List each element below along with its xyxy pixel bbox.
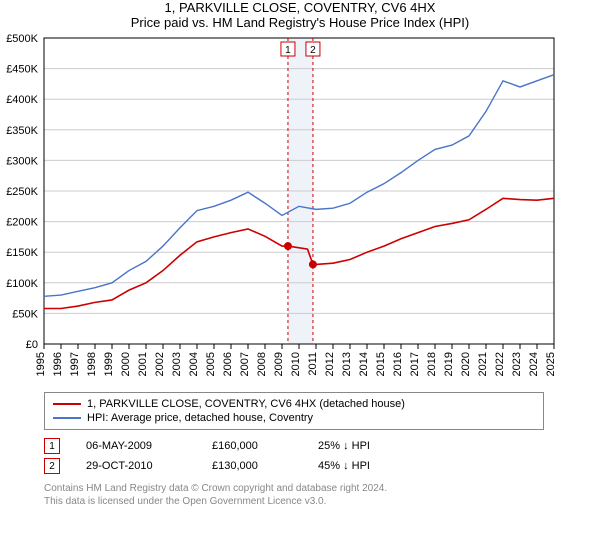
svg-text:2004: 2004 (188, 352, 200, 376)
svg-text:2: 2 (310, 45, 316, 56)
chart-area: £0£50K£100K£150K£200K£250K£300K£350K£400… (44, 34, 600, 384)
svg-text:£150K: £150K (6, 247, 38, 259)
disclaimer-line: This data is licensed under the Open Gov… (44, 495, 544, 508)
event-delta: 45% ↓ HPI (318, 460, 418, 472)
svg-text:2016: 2016 (392, 352, 404, 376)
price-chart: £0£50K£100K£150K£200K£250K£300K£350K£400… (44, 34, 564, 384)
svg-text:2006: 2006 (222, 352, 234, 376)
svg-text:2014: 2014 (358, 352, 370, 376)
legend-swatch-hpi (53, 417, 81, 419)
event-marker-2: 2 (44, 458, 60, 474)
legend-row: HPI: Average price, detached house, Cove… (53, 411, 535, 425)
legend-row: 1, PARKVILLE CLOSE, COVENTRY, CV6 4HX (d… (53, 397, 535, 411)
event-row: 1 06-MAY-2009 £160,000 25% ↓ HPI (44, 436, 544, 456)
svg-text:£50K: £50K (12, 308, 38, 320)
event-price: £160,000 (212, 440, 292, 452)
svg-text:£450K: £450K (6, 64, 38, 76)
svg-text:£400K: £400K (6, 94, 38, 106)
svg-text:2001: 2001 (137, 352, 149, 376)
svg-text:£300K: £300K (6, 155, 38, 167)
svg-text:2020: 2020 (460, 352, 472, 376)
svg-text:2010: 2010 (290, 352, 302, 376)
svg-text:£250K: £250K (6, 186, 38, 198)
svg-text:£200K: £200K (6, 217, 38, 229)
svg-text:2012: 2012 (324, 352, 336, 376)
svg-text:2000: 2000 (120, 352, 132, 376)
chart-title-line1: 1, PARKVILLE CLOSE, COVENTRY, CV6 4HX (0, 0, 600, 15)
svg-text:2021: 2021 (477, 352, 489, 376)
svg-text:1996: 1996 (52, 352, 64, 376)
event-date: 29-OCT-2010 (86, 460, 186, 472)
svg-text:2005: 2005 (205, 352, 217, 376)
svg-text:2018: 2018 (426, 352, 438, 376)
disclaimer-line: Contains HM Land Registry data © Crown c… (44, 482, 544, 495)
disclaimer: Contains HM Land Registry data © Crown c… (44, 482, 544, 508)
svg-text:2019: 2019 (443, 352, 455, 376)
svg-text:2002: 2002 (154, 352, 166, 376)
svg-text:2007: 2007 (239, 352, 251, 376)
svg-text:£350K: £350K (6, 125, 38, 137)
legend-label-prop: 1, PARKVILLE CLOSE, COVENTRY, CV6 4HX (d… (87, 398, 405, 410)
chart-title-line2: Price paid vs. HM Land Registry's House … (0, 15, 600, 30)
svg-text:2015: 2015 (375, 352, 387, 376)
legend: 1, PARKVILLE CLOSE, COVENTRY, CV6 4HX (d… (44, 392, 544, 430)
svg-text:2008: 2008 (256, 352, 268, 376)
svg-text:2025: 2025 (545, 352, 557, 376)
svg-text:2023: 2023 (511, 352, 523, 376)
svg-text:£100K: £100K (6, 278, 38, 290)
event-row: 2 29-OCT-2010 £130,000 45% ↓ HPI (44, 456, 544, 476)
svg-text:1995: 1995 (35, 352, 47, 376)
events-table: 1 06-MAY-2009 £160,000 25% ↓ HPI 2 29-OC… (44, 436, 544, 476)
svg-text:1997: 1997 (69, 352, 81, 376)
event-date: 06-MAY-2009 (86, 440, 186, 452)
legend-label-hpi: HPI: Average price, detached house, Cove… (87, 412, 313, 424)
event-delta: 25% ↓ HPI (318, 440, 418, 452)
svg-text:2009: 2009 (273, 352, 285, 376)
svg-text:1999: 1999 (103, 352, 115, 376)
legend-swatch-prop (53, 403, 81, 405)
svg-text:2013: 2013 (341, 352, 353, 376)
svg-text:2003: 2003 (171, 352, 183, 376)
event-marker-1: 1 (44, 438, 60, 454)
svg-text:2022: 2022 (494, 352, 506, 376)
event-price: £130,000 (212, 460, 292, 472)
svg-text:2017: 2017 (409, 352, 421, 376)
svg-text:1998: 1998 (86, 352, 98, 376)
svg-text:£500K: £500K (6, 33, 38, 45)
svg-text:2024: 2024 (528, 352, 540, 376)
svg-text:1: 1 (285, 45, 291, 56)
svg-text:£0: £0 (26, 339, 38, 351)
svg-text:2011: 2011 (307, 352, 319, 376)
